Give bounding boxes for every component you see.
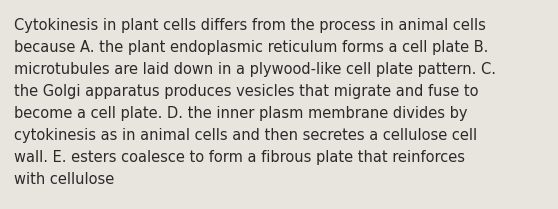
Text: become a cell plate. D. the inner plasm membrane divides by: become a cell plate. D. the inner plasm … <box>14 106 468 121</box>
Text: cytokinesis as in animal cells and then secretes a cellulose cell: cytokinesis as in animal cells and then … <box>14 128 477 143</box>
Text: with cellulose: with cellulose <box>14 172 114 187</box>
Text: because A. the plant endoplasmic reticulum forms a cell plate B.: because A. the plant endoplasmic reticul… <box>14 40 488 55</box>
Text: microtubules are laid down in a plywood-like cell plate pattern. C.: microtubules are laid down in a plywood-… <box>14 62 496 77</box>
Text: the Golgi apparatus produces vesicles that migrate and fuse to: the Golgi apparatus produces vesicles th… <box>14 84 479 99</box>
Text: Cytokinesis in plant cells differs from the process in animal cells: Cytokinesis in plant cells differs from … <box>14 18 486 33</box>
Text: wall. E. esters coalesce to form a fibrous plate that reinforces: wall. E. esters coalesce to form a fibro… <box>14 150 465 165</box>
